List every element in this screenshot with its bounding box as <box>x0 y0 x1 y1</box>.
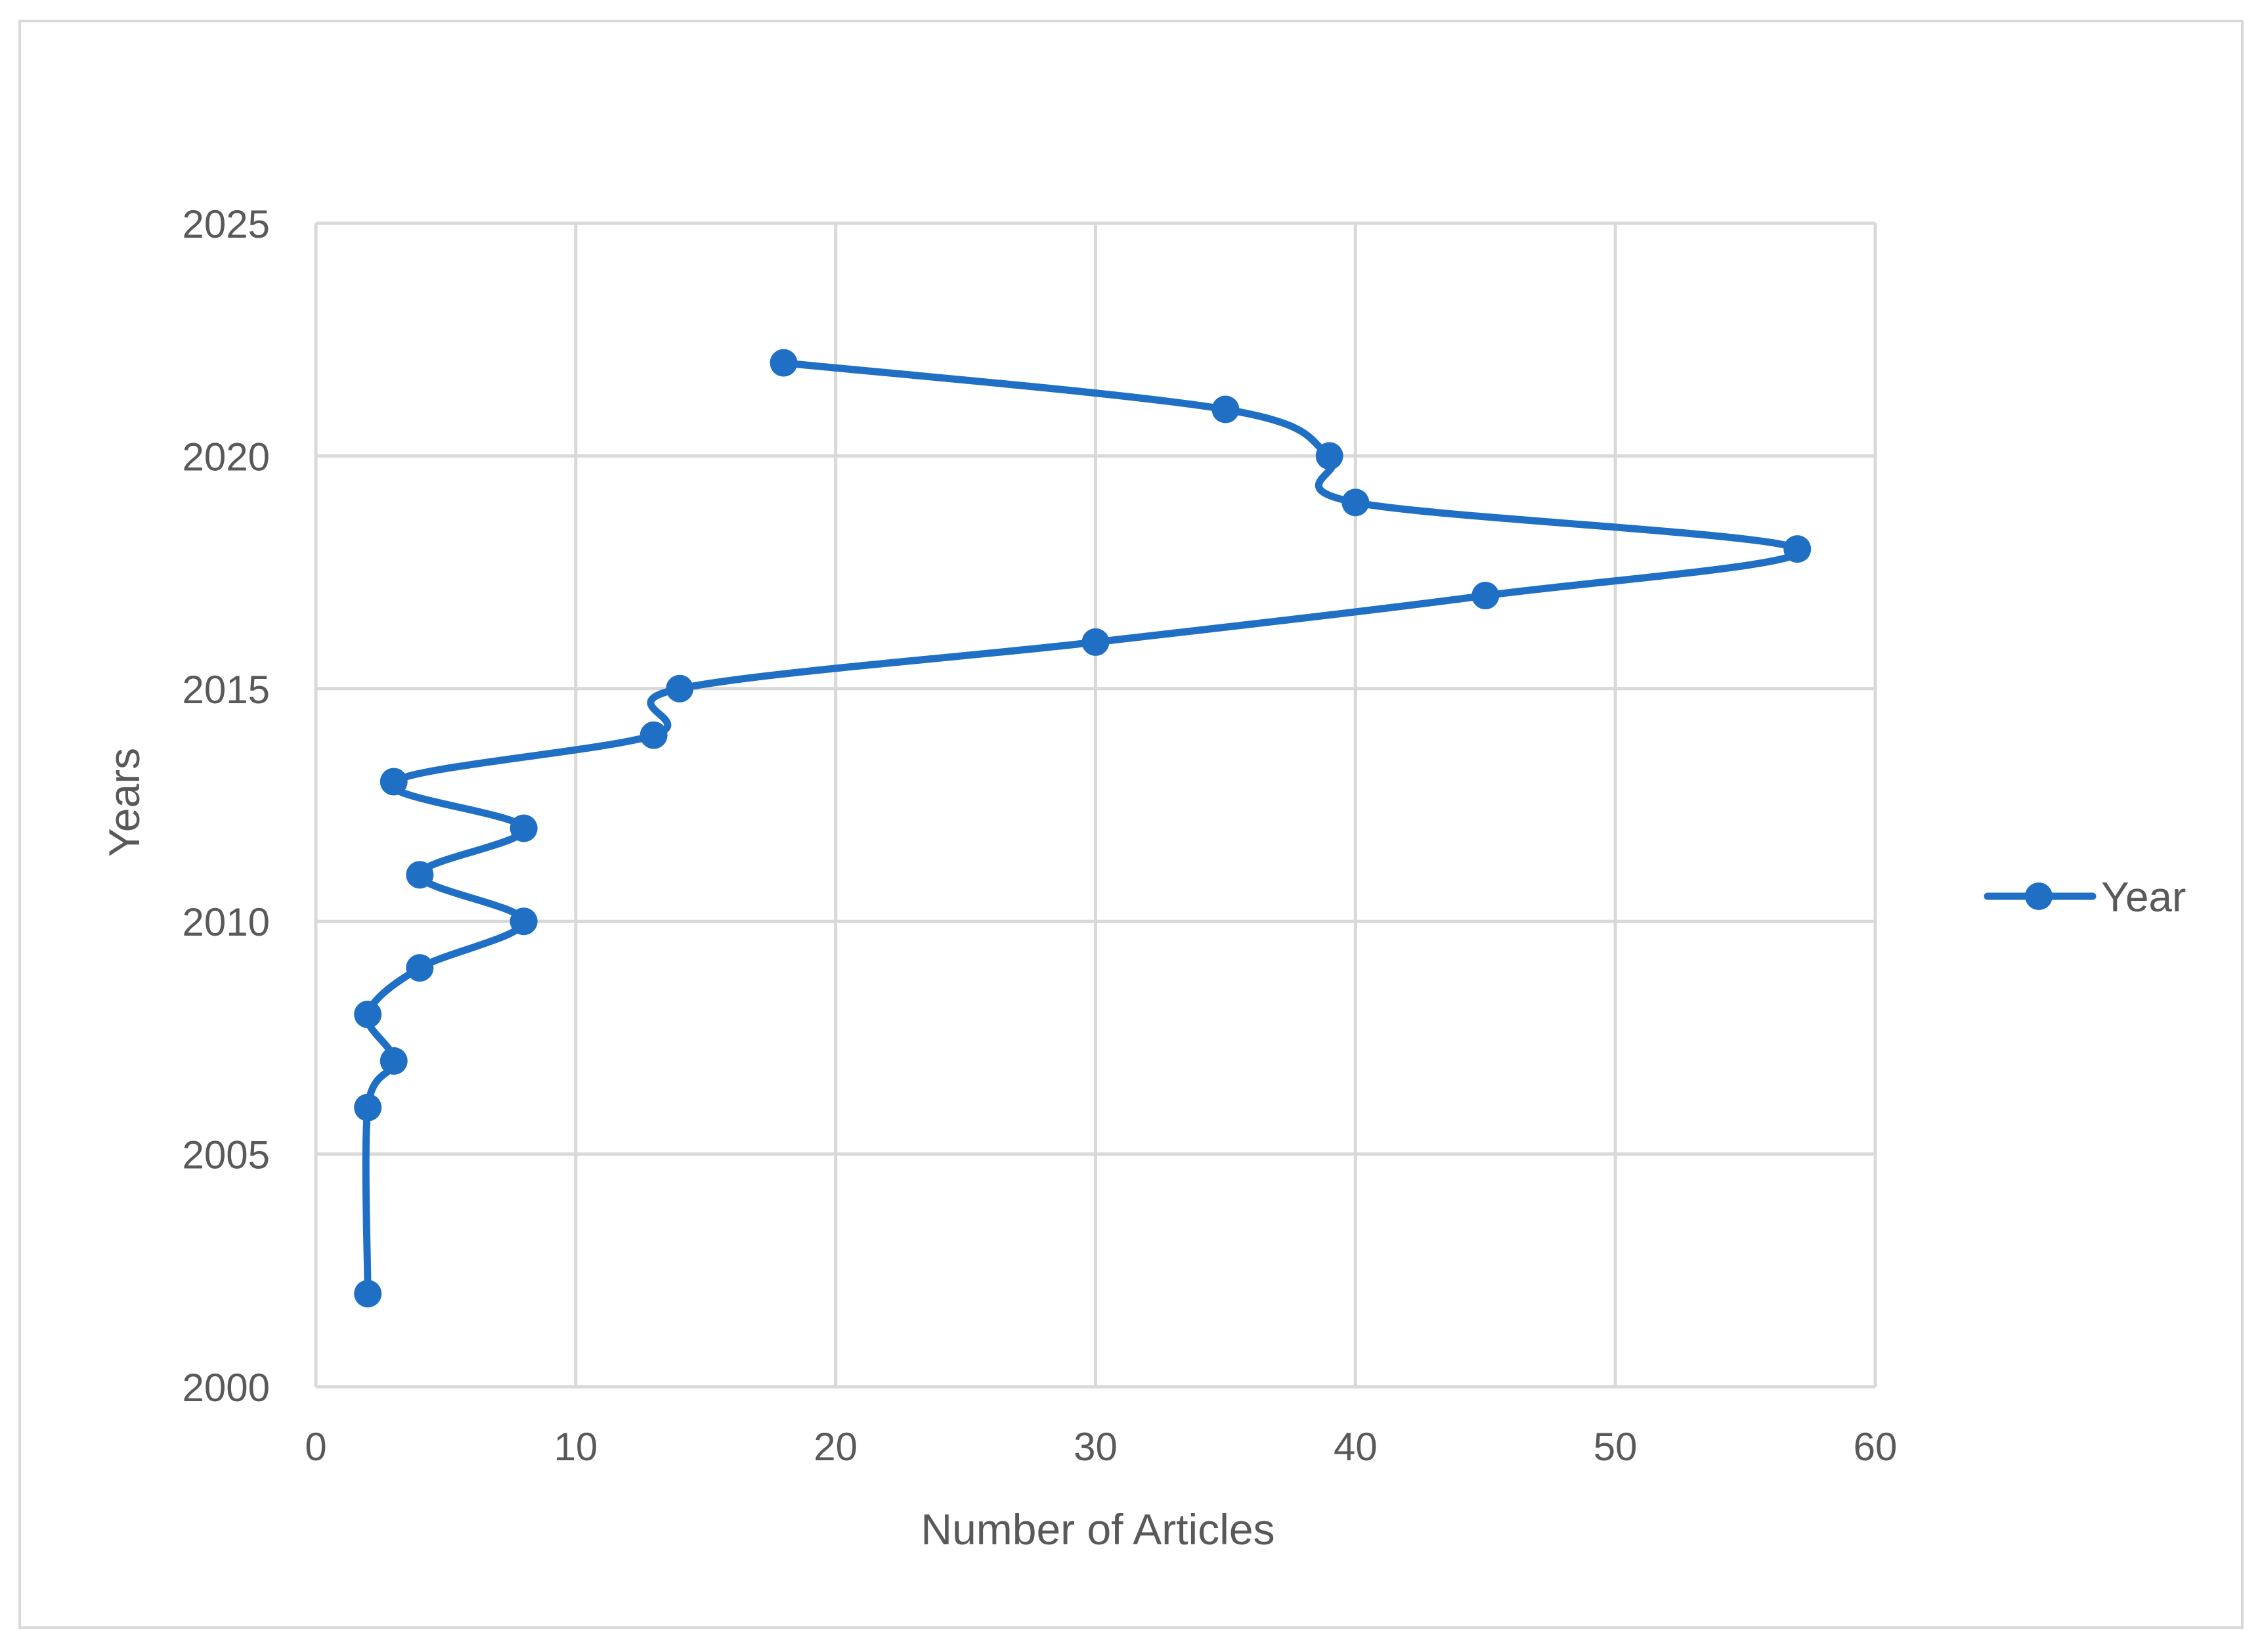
data-point <box>1471 582 1500 610</box>
legend-label: Year <box>2101 873 2186 921</box>
x-axis-title: Number of Articles <box>921 1505 1274 1554</box>
legend: Year <box>1984 873 2186 921</box>
data-point <box>354 1280 382 1308</box>
y-axis-title: Years <box>100 748 148 857</box>
y-tick-label: 2000 <box>183 1366 270 1410</box>
data-point <box>380 768 408 796</box>
data-point <box>640 721 668 749</box>
data-point <box>770 349 798 377</box>
y-tick-label: 2005 <box>183 1133 270 1177</box>
legend-marker-swatch <box>2025 882 2053 910</box>
chart-frame <box>18 20 2244 1629</box>
data-point <box>354 1093 382 1121</box>
y-tick-label: 2010 <box>183 900 270 944</box>
grid-lines <box>314 221 1877 1389</box>
x-tick-label: 50 <box>1594 1425 1638 1469</box>
data-point <box>380 1047 408 1075</box>
data-point <box>1341 489 1370 517</box>
data-point <box>666 674 694 703</box>
data-point <box>406 861 434 889</box>
y-tick-label: 2015 <box>183 668 270 712</box>
data-point <box>354 1000 382 1028</box>
x-tick-label: 40 <box>1334 1425 1378 1469</box>
data-point <box>1783 535 1812 563</box>
x-tick-label: 60 <box>1854 1425 1898 1469</box>
tick-labels: 0 10 20 30 40 50 60 2000 2005 2010 2015 2020 2025 <box>183 202 1898 1469</box>
x-tick-label: 20 <box>814 1425 858 1469</box>
y-tick-label: 2025 <box>183 202 270 246</box>
data-point <box>406 954 434 982</box>
series-layer <box>354 349 1812 1308</box>
data-point <box>1315 442 1343 470</box>
x-tick-label: 10 <box>554 1425 598 1469</box>
data-point <box>510 907 538 936</box>
data-point <box>1211 395 1240 424</box>
x-tick-label: 0 <box>305 1425 326 1469</box>
data-point <box>1081 628 1110 656</box>
data-point <box>510 814 538 842</box>
x-tick-label: 30 <box>1074 1425 1118 1469</box>
y-tick-label: 2020 <box>183 435 270 479</box>
